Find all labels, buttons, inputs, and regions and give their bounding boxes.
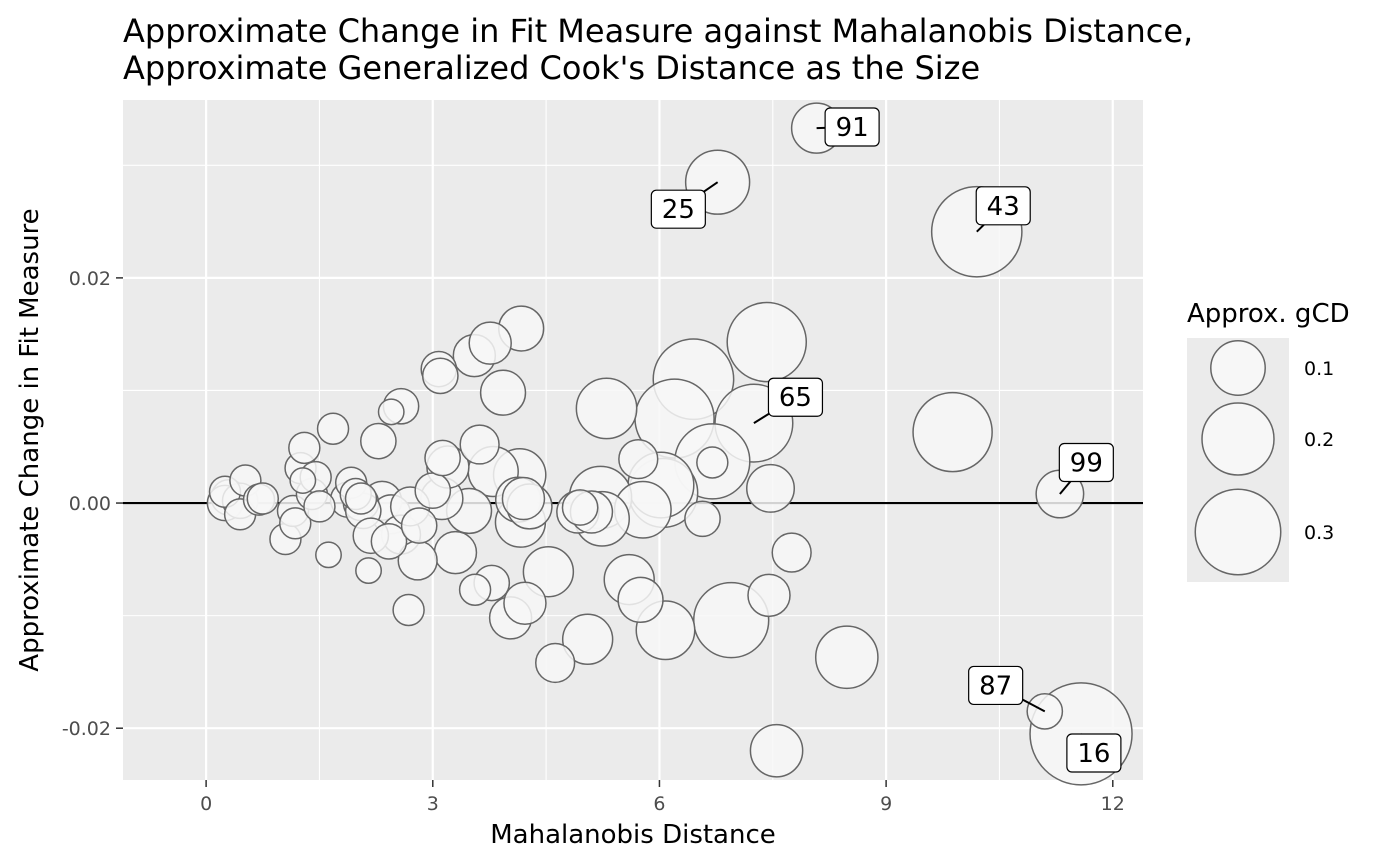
label-box [1066,733,1122,773]
x-axis-title: Mahalanobis Distance [490,820,776,850]
data-point [747,573,791,618]
point-label: 25 [662,195,695,225]
data-point [561,613,614,665]
x-tick-label: 9 [880,793,892,815]
y-axis-ticks: -0.02 0.00 0.02 [62,268,123,740]
data-point [424,439,461,477]
data-point [377,398,405,426]
legend-key-circle [1194,488,1282,576]
data-point [315,541,342,569]
chart-title: Approximate Change in Fit Measure agains… [123,12,1193,50]
data-point [289,467,317,494]
data-point [479,369,527,416]
data-point [726,301,808,383]
data-point [303,490,336,523]
data-point [575,377,638,440]
data-point [288,431,321,465]
data-point [468,321,512,365]
label-box [1058,442,1114,483]
y-axis-title: Approximate Change in Fit Measure [15,208,45,671]
label-box [968,665,1024,706]
legend-label: 0.2 [1304,429,1334,451]
data-point [246,482,280,515]
data-point [617,576,664,624]
x-tick-label: 6 [653,793,665,815]
point-label: 16 [1077,739,1110,769]
point-label: 91 [836,113,869,143]
legend-label: 0.3 [1304,522,1334,544]
data-point [771,532,812,573]
x-tick-label: 3 [427,793,439,815]
data-point [344,482,378,515]
data-point [503,581,547,625]
y-tick-label: 0.00 [69,493,111,515]
chart-subtitle: Approximate Generalized Cook's Distance … [123,49,980,87]
data-point [421,357,459,395]
data-point [392,593,425,627]
legend: Approx. gCD 0.1 0.2 0.3 [1187,299,1350,582]
label-box [650,189,706,229]
legend-title: Approx. gCD [1187,299,1350,329]
data-point [522,545,575,598]
legend-label: 0.1 [1304,358,1334,380]
data-point [749,723,804,778]
data-point [912,391,993,473]
data-point [370,522,408,560]
data-point [360,422,397,460]
data-point [535,642,576,684]
label-box [824,107,880,147]
data-point [561,489,599,526]
label-box [975,186,1031,226]
data-point [746,463,796,513]
legend-key-circle [1201,402,1275,476]
x-axis-ticks: 0 3 6 9 12 [200,780,1125,815]
data-point [316,412,350,445]
x-tick-label: 12 [1101,793,1125,815]
point-label: 99 [1070,449,1103,479]
data-point [414,472,452,510]
data-point [696,446,729,479]
data-point [684,500,721,538]
data-point [355,557,383,585]
x-tick-label: 0 [200,793,212,815]
y-tick-label: 0.02 [69,268,111,290]
label-box [767,377,824,417]
legend-key-circle [1210,340,1266,396]
data-point [279,507,312,540]
y-tick-label: -0.02 [62,718,111,740]
data-point [433,530,478,575]
point-label: 87 [979,671,1012,701]
point-labels: 91 25 43 65 99 87 16 [650,107,1122,773]
data-point [400,507,438,544]
data-point [501,476,546,521]
data-point [618,438,659,480]
data-point [458,573,492,606]
point-label: 65 [779,383,812,413]
data-point [459,424,500,465]
point-label: 43 [987,192,1020,222]
data-point [814,625,879,690]
